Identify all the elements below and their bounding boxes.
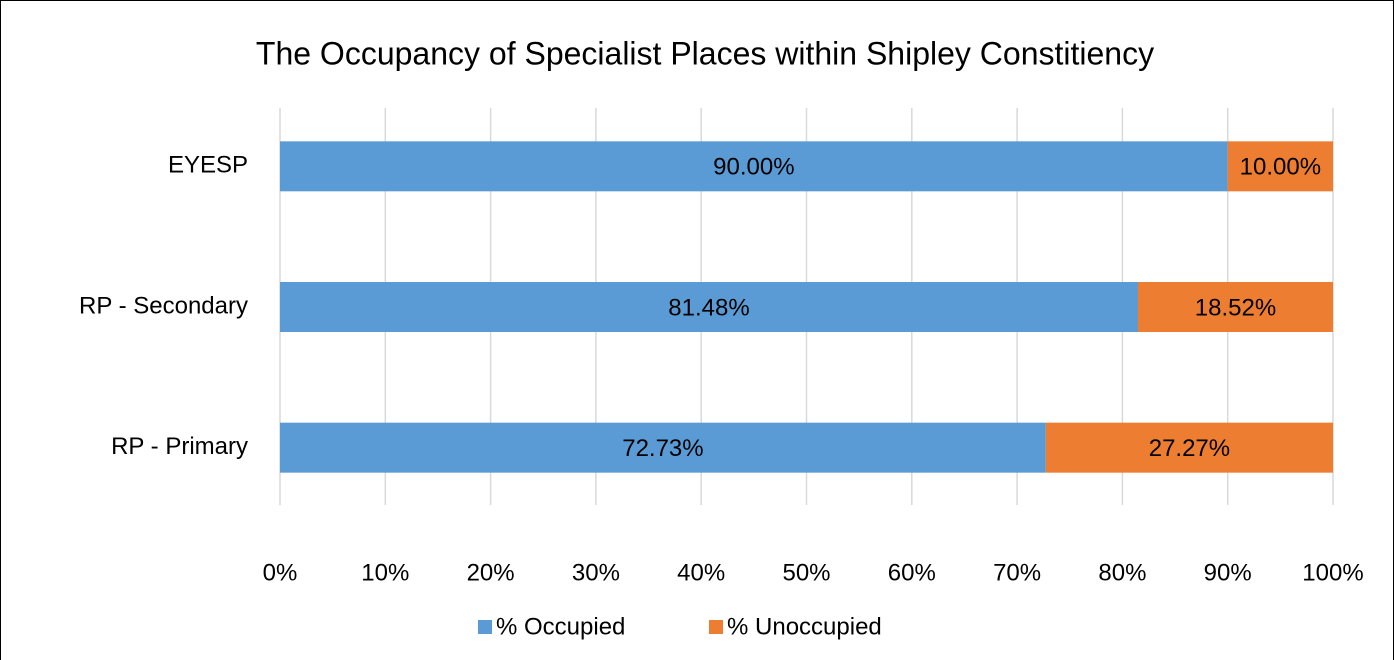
data-label: 10.00% <box>1240 154 1321 181</box>
x-tick-label: 40% <box>677 559 725 586</box>
chart-title: The Occupancy of Specialist Places withi… <box>256 35 1154 71</box>
bar-segment <box>280 422 1046 473</box>
data-label: 81.48% <box>668 294 749 321</box>
bar-segment <box>1227 141 1333 192</box>
legend-swatch <box>478 620 492 634</box>
x-tick-label: 20% <box>467 559 515 586</box>
bar-segment <box>280 282 1138 332</box>
bar-segment <box>1045 422 1333 473</box>
data-label: 27.27% <box>1149 435 1230 462</box>
x-tick-label: 60% <box>888 559 936 586</box>
data-label: 18.52% <box>1195 294 1276 321</box>
data-label: 90.00% <box>713 154 794 181</box>
x-tick-label: 70% <box>993 559 1041 586</box>
legend-swatch <box>709 620 723 634</box>
legend-label: % Occupied <box>496 613 625 640</box>
x-tick-label: 30% <box>572 559 620 586</box>
x-tick-label: 0% <box>263 559 298 586</box>
bar-segment <box>280 141 1228 192</box>
x-tick-label: 100% <box>1302 559 1363 586</box>
y-tick-label: RP - Secondary <box>79 292 248 319</box>
x-tick-label: 50% <box>782 559 830 586</box>
y-tick-label: EYESP <box>168 152 248 179</box>
x-tick-label: 90% <box>1204 559 1252 586</box>
bar-segment <box>1137 282 1333 332</box>
x-tick-label: 10% <box>361 559 409 586</box>
x-tick-label: 80% <box>1098 559 1146 586</box>
data-label: 72.73% <box>622 435 703 462</box>
y-tick-label: RP - Primary <box>111 433 248 460</box>
legend-label: % Unoccupied <box>727 613 882 640</box>
